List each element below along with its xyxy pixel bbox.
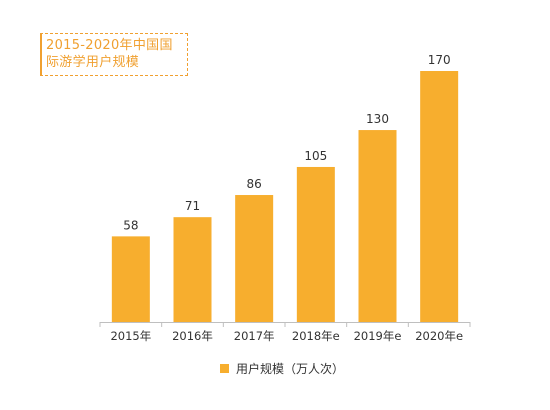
x-tick-label-2: 2017年 <box>234 329 275 343</box>
data-label-0: 58 <box>123 218 138 232</box>
chart-title: 2015-2020年中国国际游学用户规模 <box>46 38 173 70</box>
bar-5 <box>420 71 459 322</box>
x-tick-label-4: 2019年e <box>354 329 402 343</box>
x-tick-label-1: 2016年 <box>172 329 213 343</box>
bar-3 <box>296 166 335 322</box>
x-tick-label-0: 2015年 <box>110 329 151 343</box>
x-tick-label-5: 2020年e <box>415 329 463 343</box>
legend-label: 用户规模（万人次） <box>236 362 345 376</box>
data-label-5: 170 <box>428 53 451 67</box>
bar-4 <box>358 130 397 322</box>
data-label-3: 105 <box>304 149 327 163</box>
chart-title-frame <box>40 33 188 76</box>
bar-0 <box>111 236 150 322</box>
data-label-4: 130 <box>366 112 389 126</box>
bar-2 <box>235 195 274 322</box>
data-label-2: 86 <box>247 177 262 191</box>
data-label-1: 71 <box>185 199 200 213</box>
chart-legend: 用户规模（万人次） <box>220 360 344 377</box>
x-tick-label-3: 2018年e <box>292 329 340 343</box>
chart-title-accent <box>40 33 42 76</box>
bar-1 <box>173 217 212 322</box>
legend-swatch <box>220 364 229 373</box>
